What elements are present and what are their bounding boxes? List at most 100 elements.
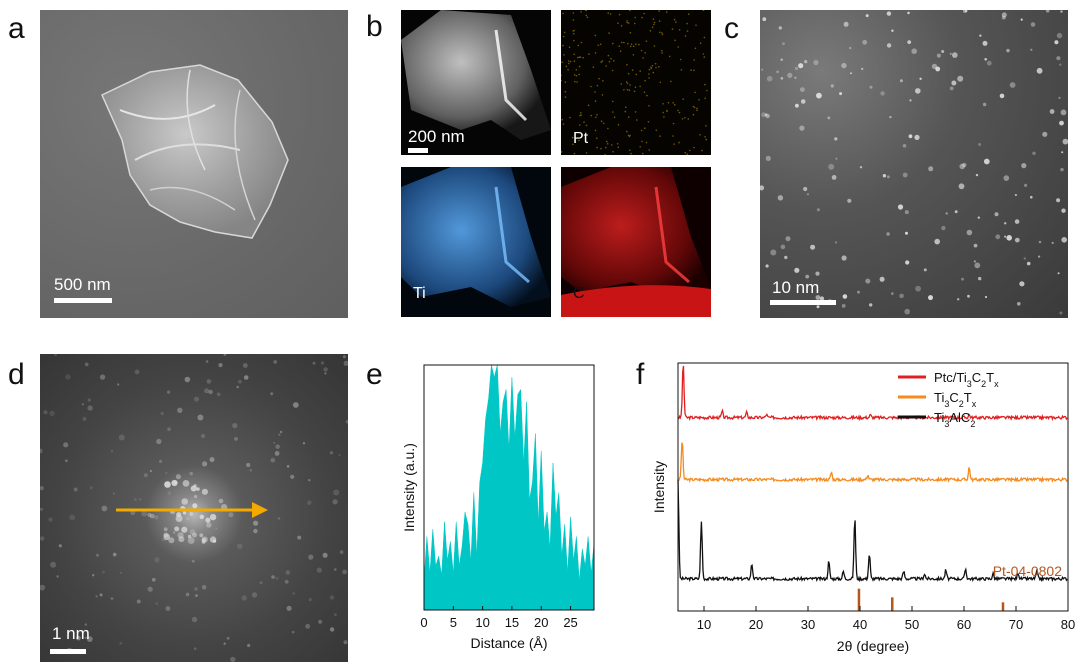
pt-signal-dot (680, 69, 683, 71)
cluster-atom (209, 536, 217, 543)
pt-signal-dot (574, 80, 576, 83)
atom-dot (147, 512, 152, 517)
pt-signal-dot (663, 116, 665, 118)
pt-signal-dot (605, 65, 607, 67)
atom-dot (226, 636, 230, 640)
pt-signal-dot (651, 26, 654, 29)
pt-signal-dot (701, 149, 703, 152)
atom-dot (223, 354, 227, 356)
pt-signal-dot (696, 107, 698, 110)
atom-dot (228, 512, 234, 518)
pt-signal-dot (562, 44, 564, 47)
pt-signal-dot (638, 43, 640, 46)
pt-signal-dot (627, 116, 630, 118)
pt-single-atom (1030, 22, 1036, 27)
pt-single-atom (1056, 32, 1063, 39)
pt-single-atom (945, 212, 948, 215)
cluster-atom (168, 537, 175, 544)
atom-dot (197, 414, 204, 421)
pt-single-atom (1006, 48, 1010, 53)
x-tick-label: 10 (475, 615, 489, 630)
atom-dot (279, 430, 283, 434)
pt-single-atom (923, 268, 927, 272)
pt-single-atom (958, 183, 965, 190)
haadf-map: 200 nm (401, 10, 551, 155)
pt-signal-dot (562, 12, 564, 15)
atom-dot (40, 448, 43, 454)
cluster-atom (192, 503, 198, 509)
pt-signal-dot (629, 134, 631, 137)
pt-single-atom (936, 53, 941, 58)
pt-signal-dot (626, 63, 628, 66)
atom-dot (290, 474, 295, 479)
atom-dot (320, 361, 325, 365)
pt-signal-dot (577, 44, 580, 47)
atom-dot (209, 457, 215, 463)
pt-signal-dot (625, 81, 628, 83)
atom-dot (238, 379, 242, 384)
atom-dot (81, 403, 85, 406)
pt-signal-dot (684, 151, 687, 154)
pt-signal-dot (699, 42, 702, 44)
pt-single-atom (904, 210, 909, 215)
atom-dot (284, 579, 289, 584)
legend-label: Ti3C2Tx (934, 390, 977, 409)
pt-signal-dot (659, 81, 662, 84)
xrd-series-line (677, 442, 1068, 484)
atom-dot (286, 465, 290, 468)
pt-signal-dot (612, 111, 614, 113)
atom-dot (230, 656, 236, 662)
pt-signal-dot (645, 141, 648, 144)
pt-signal-dot (653, 45, 656, 47)
pt-signal-dot (666, 109, 668, 112)
pt-signal-dot (639, 146, 641, 148)
pt-single-atom (954, 210, 958, 214)
pt-signal-dot (568, 62, 570, 65)
pt-signal-dot (592, 66, 595, 68)
pt-single-atom (1021, 163, 1027, 169)
pt-signal-dot (610, 57, 612, 60)
atom-dot (63, 442, 69, 448)
atom-dot (292, 402, 299, 408)
atom-dot (246, 462, 251, 468)
pt-single-atom (828, 163, 835, 170)
pt-signal-dot (565, 65, 568, 68)
pt-signal-dot (620, 83, 623, 85)
pt-signal-dot (607, 12, 609, 14)
pt-single-atom (902, 172, 908, 178)
pt-single-atom (908, 134, 913, 139)
pt-single-atom (882, 174, 887, 178)
pt-signal-dot (612, 42, 614, 45)
pt-signal-dot (612, 100, 614, 103)
x-tick-label: 0 (420, 615, 427, 630)
pt-signal-dot (649, 30, 652, 32)
atom-dot (151, 577, 156, 582)
atom-dot (297, 535, 302, 540)
pt-signal-dot (607, 54, 610, 57)
pt-signal-dot (626, 88, 629, 91)
profile-area (423, 364, 595, 611)
atom-dot (189, 471, 193, 476)
cluster-atom (176, 512, 182, 518)
pt-signal-dot (658, 20, 661, 22)
pt-single-atom (957, 298, 960, 301)
pt-single-atom (857, 290, 860, 294)
reference-label: Pt-04-0802 (993, 563, 1062, 579)
pt-signal-dot (684, 35, 687, 37)
pt-signal-dot (573, 53, 575, 56)
atom-dot (175, 474, 181, 480)
pt-single-atom (886, 43, 892, 48)
atom-dot (324, 372, 327, 375)
x-tick-label: 60 (957, 617, 971, 632)
pt-signal-dot (580, 114, 582, 116)
pt-signal-dot (693, 106, 696, 109)
atom-dot (329, 451, 333, 455)
pt-single-atom (761, 68, 764, 71)
pt-single-atom (777, 195, 784, 201)
xrd-chart: Pt-04-0802 10 20 30 40 50 60 70 80 2θ (degree) Int… (651, 362, 1075, 654)
pt-signal-dot (704, 136, 706, 138)
x-tick-label: 10 (697, 617, 711, 632)
atom-dot (242, 363, 248, 368)
pt-single-atom (806, 193, 810, 196)
pt-signal-dot (575, 75, 578, 77)
